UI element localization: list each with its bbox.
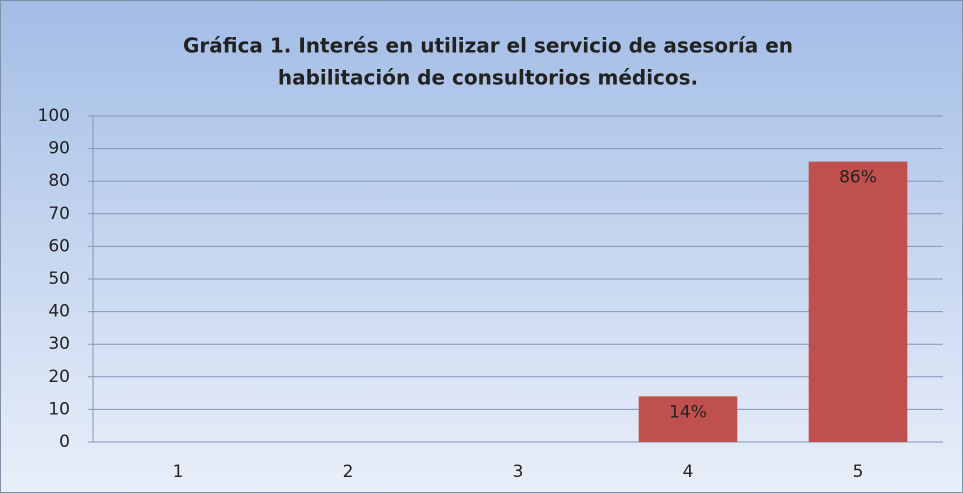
y-tick-label: 60 [48,236,70,256]
y-tick-label: 30 [48,334,70,354]
bar [808,161,908,442]
y-tick-label: 20 [48,367,70,387]
x-tick-label: 2 [343,462,354,482]
y-tick-label: 90 [48,139,70,159]
chart-title: Gráfica 1. Interés en utilizar el servic… [183,34,793,58]
x-tick-label: 5 [853,462,864,482]
value-label: 86% [839,168,877,188]
y-tick-label: 40 [48,302,70,322]
bar [638,396,738,442]
y-tick-label: 0 [59,432,70,452]
x-tick-label: 1 [173,462,184,482]
x-tick-label: 4 [683,462,694,482]
chart-title: habilitación de consultorios médicos. [278,66,698,90]
value-label: 14% [669,402,707,422]
y-tick-label: 50 [48,269,70,289]
y-tick-label: 100 [38,106,70,126]
y-tick-label: 10 [48,399,70,419]
y-tick-label: 70 [48,204,70,224]
x-tick-label: 3 [513,462,524,482]
y-tick-label: 80 [48,171,70,191]
